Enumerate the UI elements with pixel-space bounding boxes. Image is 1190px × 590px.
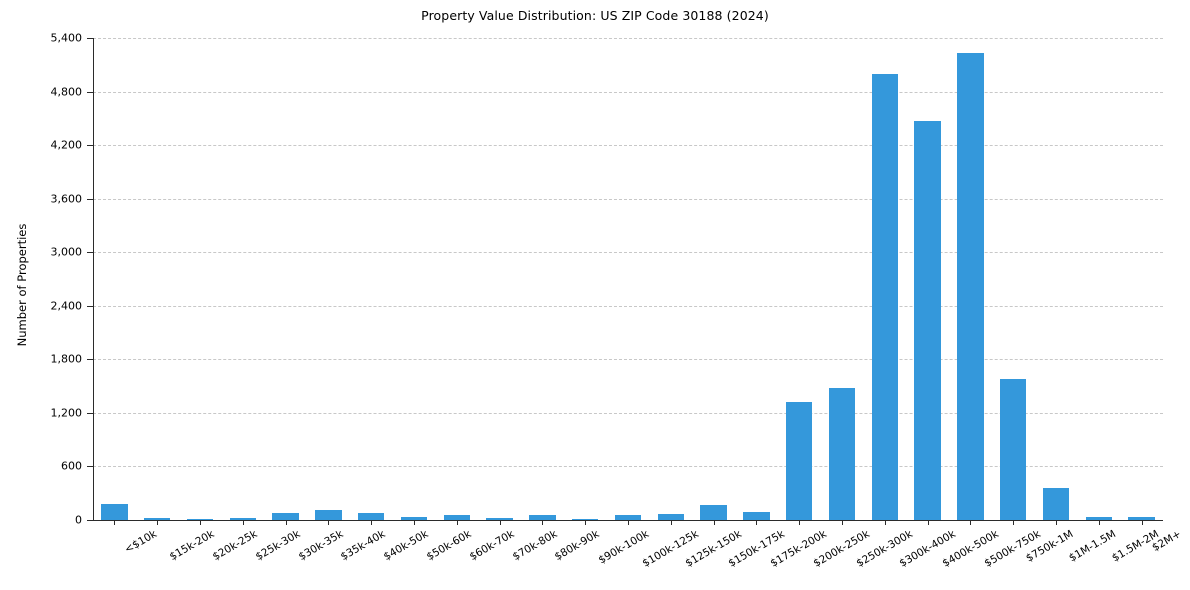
- x-tick-mark: [713, 520, 715, 525]
- x-tick-label: $20k-25k: [210, 528, 260, 564]
- x-tick-label: <$10k: [123, 528, 160, 556]
- gridline: [93, 198, 1163, 200]
- plot-area: [93, 38, 1163, 520]
- bar: [1042, 488, 1070, 520]
- y-tick-mark: [87, 359, 93, 361]
- x-tick-label: $60k-70k: [467, 528, 517, 564]
- y-tick-label: 600: [61, 459, 82, 473]
- y-tick-label: 2,400: [50, 299, 83, 313]
- x-tick-mark: [414, 520, 415, 525]
- gridline: [93, 145, 1163, 147]
- y-tick-label: 1,200: [50, 406, 83, 420]
- x-tick-mark: [1056, 520, 1057, 525]
- x-tick-mark: [670, 520, 672, 525]
- bar: [143, 517, 171, 520]
- x-tick-mark: [970, 520, 972, 525]
- gridline: [93, 38, 1163, 39]
- bar: [999, 378, 1027, 520]
- bar: [785, 402, 813, 520]
- gridline: [93, 305, 1163, 307]
- x-tick-mark: [842, 520, 843, 525]
- x-tick-mark: [499, 520, 501, 525]
- x-tick-mark: [799, 520, 801, 525]
- y-tick-mark: [87, 145, 93, 147]
- y-tick-mark: [87, 198, 93, 200]
- x-tick-mark: [157, 520, 159, 525]
- y-tick-label: 3,000: [50, 245, 83, 259]
- bar: [871, 73, 899, 520]
- y-tick-mark: [87, 38, 93, 39]
- y-tick-mark: [87, 466, 93, 468]
- x-tick-label: $1M-1.5M: [1066, 528, 1118, 565]
- bar: [443, 515, 471, 520]
- x-tick-mark: [242, 520, 244, 525]
- bar: [1085, 516, 1113, 520]
- x-tick-mark: [884, 520, 886, 525]
- y-tick-label: 4,200: [50, 138, 83, 152]
- x-tick-label: $50k-60k: [424, 528, 474, 564]
- x-tick-label: $35k-40k: [339, 528, 388, 564]
- gridline: [93, 91, 1163, 93]
- bar: [486, 518, 513, 520]
- bar: [186, 518, 214, 520]
- bar: [700, 505, 727, 520]
- bar: [315, 509, 342, 520]
- y-tick-label: 5,400: [50, 31, 83, 45]
- bar: [101, 503, 128, 520]
- x-tick-mark: [585, 520, 587, 525]
- x-tick-mark: [371, 520, 373, 525]
- bar: [743, 511, 770, 520]
- bar: [529, 515, 556, 520]
- gridline: [93, 252, 1163, 254]
- bar: [1128, 516, 1155, 520]
- x-tick-mark: [927, 520, 929, 525]
- x-tick-mark: [285, 520, 287, 525]
- y-axis-line: [93, 38, 94, 520]
- y-tick-label: 3,600: [50, 192, 83, 206]
- y-tick-label: 4,800: [50, 85, 83, 99]
- chart-title: Property Value Distribution: US ZIP Code…: [421, 8, 769, 23]
- gridline: [93, 466, 1163, 468]
- x-tick-mark: [1141, 520, 1143, 525]
- x-tick-mark: [1098, 520, 1100, 525]
- bar: [957, 53, 984, 520]
- bar: [828, 387, 856, 520]
- x-tick-label: $40k-50k: [381, 528, 431, 564]
- gridline: [93, 359, 1163, 361]
- bar: [400, 516, 428, 520]
- y-axis-label: Number of Properties: [15, 223, 29, 347]
- y-tick-mark: [87, 252, 93, 254]
- y-tick-mark: [87, 520, 93, 521]
- y-tick-mark: [87, 91, 93, 93]
- bar: [914, 121, 941, 520]
- bar: [357, 512, 385, 520]
- bar: [657, 514, 685, 520]
- x-tick-label: $70k-80k: [510, 528, 559, 564]
- x-tick-mark: [756, 520, 758, 525]
- y-tick-mark: [87, 305, 93, 307]
- x-tick-mark: [628, 520, 629, 525]
- x-tick-mark: [200, 520, 201, 525]
- gridline: [93, 412, 1163, 414]
- bars-layer: [93, 38, 1163, 520]
- x-tick-mark: [1013, 520, 1015, 525]
- y-tick-label: 0: [75, 513, 82, 527]
- x-tick-label: $15k-20k: [167, 528, 217, 564]
- bar: [571, 518, 599, 520]
- x-tick-mark: [114, 520, 116, 525]
- x-tick-mark: [542, 520, 544, 525]
- x-tick-label: $80k-90k: [553, 528, 602, 564]
- x-tick-label: $25k-30k: [253, 528, 303, 564]
- bar: [614, 515, 642, 520]
- y-tick-label: 1,800: [50, 352, 83, 366]
- x-tick-mark: [328, 520, 330, 525]
- bar: [272, 512, 299, 520]
- x-tick-label: $30k-35k: [296, 528, 345, 564]
- bar: [229, 517, 257, 520]
- y-tick-mark: [87, 412, 93, 414]
- x-tick-mark: [456, 520, 458, 525]
